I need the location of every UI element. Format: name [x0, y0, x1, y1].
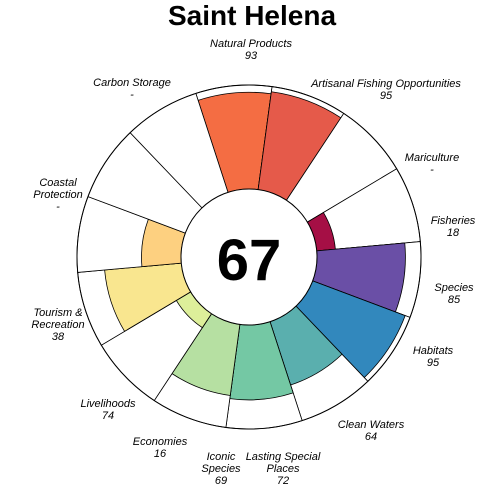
petal-label-tourism-and-recreation: Tourism & Recreation 38 [31, 307, 84, 343]
petal-label-species: Species 85 [434, 282, 474, 306]
petal-label-artisanal-fishing-opportunities: Artisanal Fishing Opportunities 95 [310, 78, 461, 102]
petal-label-carbon-storage: Carbon Storage - [93, 77, 171, 101]
center-circle [180, 188, 318, 326]
outer-circle [76, 84, 422, 430]
petals-layer [76, 84, 422, 430]
petal-label-mariculture: Mariculture - [405, 152, 459, 176]
overall-score: 67 [217, 228, 282, 293]
petal-label-fisheries: Fisheries 18 [431, 215, 476, 239]
petal-label-lasting-special-places: Lasting Special Places 72 [246, 451, 321, 487]
chart-title: Saint Helena [168, 0, 336, 31]
petal-label-clean-waters: Clean Waters 64 [338, 419, 405, 443]
petal-label-iconic-species: Iconic Species 69 [201, 451, 241, 487]
petal-label-natural-products: Natural Products 93 [210, 38, 292, 62]
petal-label-livelihoods: Livelihoods 74 [80, 398, 136, 422]
petal-labels: Natural Products 93 Artisanal Fishing Oppo… [31, 38, 475, 487]
petal-label-coastal-protection: Coastal Protection - [33, 177, 83, 213]
petal-label-economies: Economies 16 [133, 436, 188, 460]
petal-label-habitats: Habitats 95 [413, 345, 454, 369]
